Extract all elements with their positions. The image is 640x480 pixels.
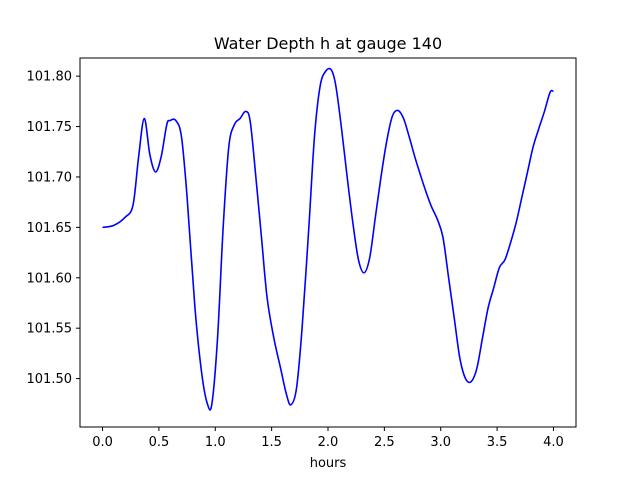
x-tick-label: 1.0 bbox=[205, 435, 226, 450]
x-tick-label: 4.0 bbox=[543, 435, 564, 450]
x-tick-label: 0.0 bbox=[92, 435, 113, 450]
series-layer bbox=[102, 67, 554, 411]
x-tick-label: 2.0 bbox=[318, 435, 339, 450]
x-tick-label: 3.5 bbox=[487, 435, 508, 450]
y-axis-ticks: 101.50 101.55 101.60 101.65 101.70 101.75 101.… bbox=[27, 70, 80, 387]
x-axis-ticks: 0.0 0.5 1.0 1.5 2.0 2.5 3.0 3.5 4.0 bbox=[92, 427, 564, 450]
y-tick-label: 101.55 bbox=[27, 322, 73, 337]
x-tick-label: 2.5 bbox=[374, 435, 395, 450]
series-line-0 bbox=[102, 67, 554, 411]
y-tick-label: 101.60 bbox=[27, 271, 73, 286]
y-tick-label: 101.50 bbox=[27, 372, 73, 387]
y-tick-label: 101.80 bbox=[27, 70, 73, 85]
x-tick-label: 3.0 bbox=[430, 435, 451, 450]
x-tick-label: 0.5 bbox=[149, 435, 170, 450]
chart-title: Water Depth h at gauge 140 bbox=[214, 34, 442, 53]
y-tick-label: 101.70 bbox=[27, 170, 73, 185]
y-tick-label: 101.75 bbox=[27, 120, 73, 135]
y-tick-label: 101.65 bbox=[27, 221, 73, 236]
plot-frame bbox=[79, 57, 577, 428]
x-tick-label: 1.5 bbox=[261, 435, 282, 450]
x-axis-label: hours bbox=[310, 456, 347, 471]
